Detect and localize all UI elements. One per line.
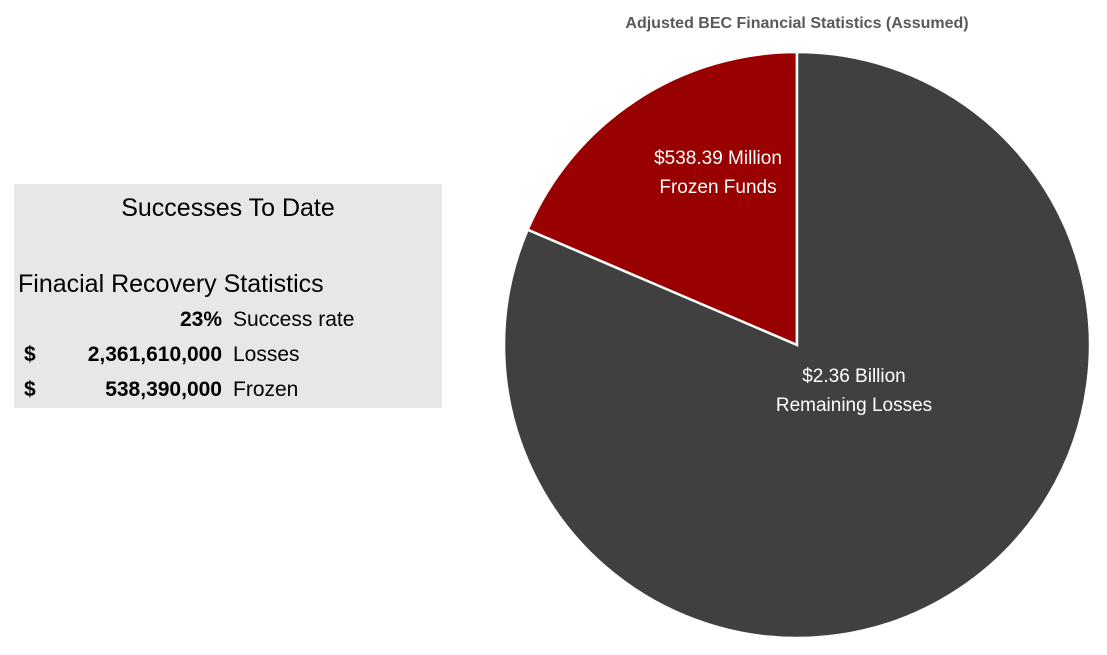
stats-panel: Successes To Date Finacial Recovery Stat…	[14, 184, 442, 408]
pie-slice	[525, 50, 799, 347]
slice-value-label: $2.36 Billion	[802, 366, 906, 387]
stat-label: Success rate	[233, 308, 355, 331]
slice-category: Remaining Losses	[775, 395, 933, 416]
stat-row: 23% Success rate	[14, 308, 442, 338]
currency: $	[24, 343, 36, 366]
stat-value: 23%	[179, 308, 222, 331]
stat-value: 538,390,000	[105, 378, 222, 401]
stat-row: $2,361,610,000 Losses	[14, 343, 442, 373]
slice-value-label: $538.39 Million	[654, 148, 782, 169]
slice-category: Frozen Funds	[659, 177, 777, 198]
slice-label: $538.39 Million Frozen Funds	[653, 144, 783, 202]
currency: $	[24, 378, 36, 401]
stat-label: Losses	[233, 343, 300, 366]
stat-value: 2,361,610,000	[87, 343, 222, 366]
stat-label: Frozen	[233, 378, 299, 401]
chart-title: Adjusted BEC Financial Statistics (Assum…	[625, 15, 968, 32]
slice-label: $2.36 Billion Remaining Losses	[734, 362, 974, 420]
pie-slice	[502, 50, 1092, 640]
stat-row: $538,390,000 Frozen	[14, 378, 442, 408]
panel-subtitle: Finacial Recovery Statistics	[18, 270, 324, 298]
panel-title: Successes To Date	[121, 194, 335, 222]
